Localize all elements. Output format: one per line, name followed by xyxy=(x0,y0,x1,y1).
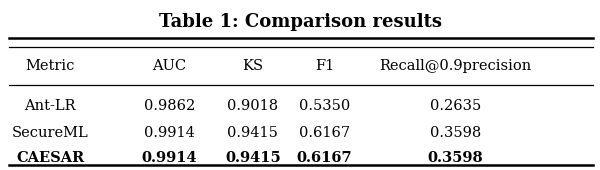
Text: 0.3598: 0.3598 xyxy=(430,126,481,140)
Text: SecureML: SecureML xyxy=(12,126,89,140)
Text: Table 1: Comparison results: Table 1: Comparison results xyxy=(159,13,442,31)
Text: Ant-LR: Ant-LR xyxy=(25,99,76,113)
Text: Recall@0.9precision: Recall@0.9precision xyxy=(379,59,532,73)
Text: 0.9862: 0.9862 xyxy=(144,99,195,113)
Text: 0.9415: 0.9415 xyxy=(225,151,281,165)
Text: 0.6167: 0.6167 xyxy=(296,151,352,165)
Text: Metric: Metric xyxy=(26,59,75,73)
Text: AUC: AUC xyxy=(152,59,187,73)
Text: 0.9914: 0.9914 xyxy=(142,151,197,165)
Text: 0.2635: 0.2635 xyxy=(430,99,481,113)
Text: 0.3598: 0.3598 xyxy=(428,151,484,165)
Text: KS: KS xyxy=(242,59,263,73)
Text: 0.9914: 0.9914 xyxy=(144,126,195,140)
Text: 0.9415: 0.9415 xyxy=(227,126,278,140)
Text: F1: F1 xyxy=(315,59,334,73)
Text: 0.5350: 0.5350 xyxy=(299,99,350,113)
Text: 0.9018: 0.9018 xyxy=(227,99,278,113)
Text: 0.6167: 0.6167 xyxy=(299,126,350,140)
Text: CAESAR: CAESAR xyxy=(16,151,85,165)
